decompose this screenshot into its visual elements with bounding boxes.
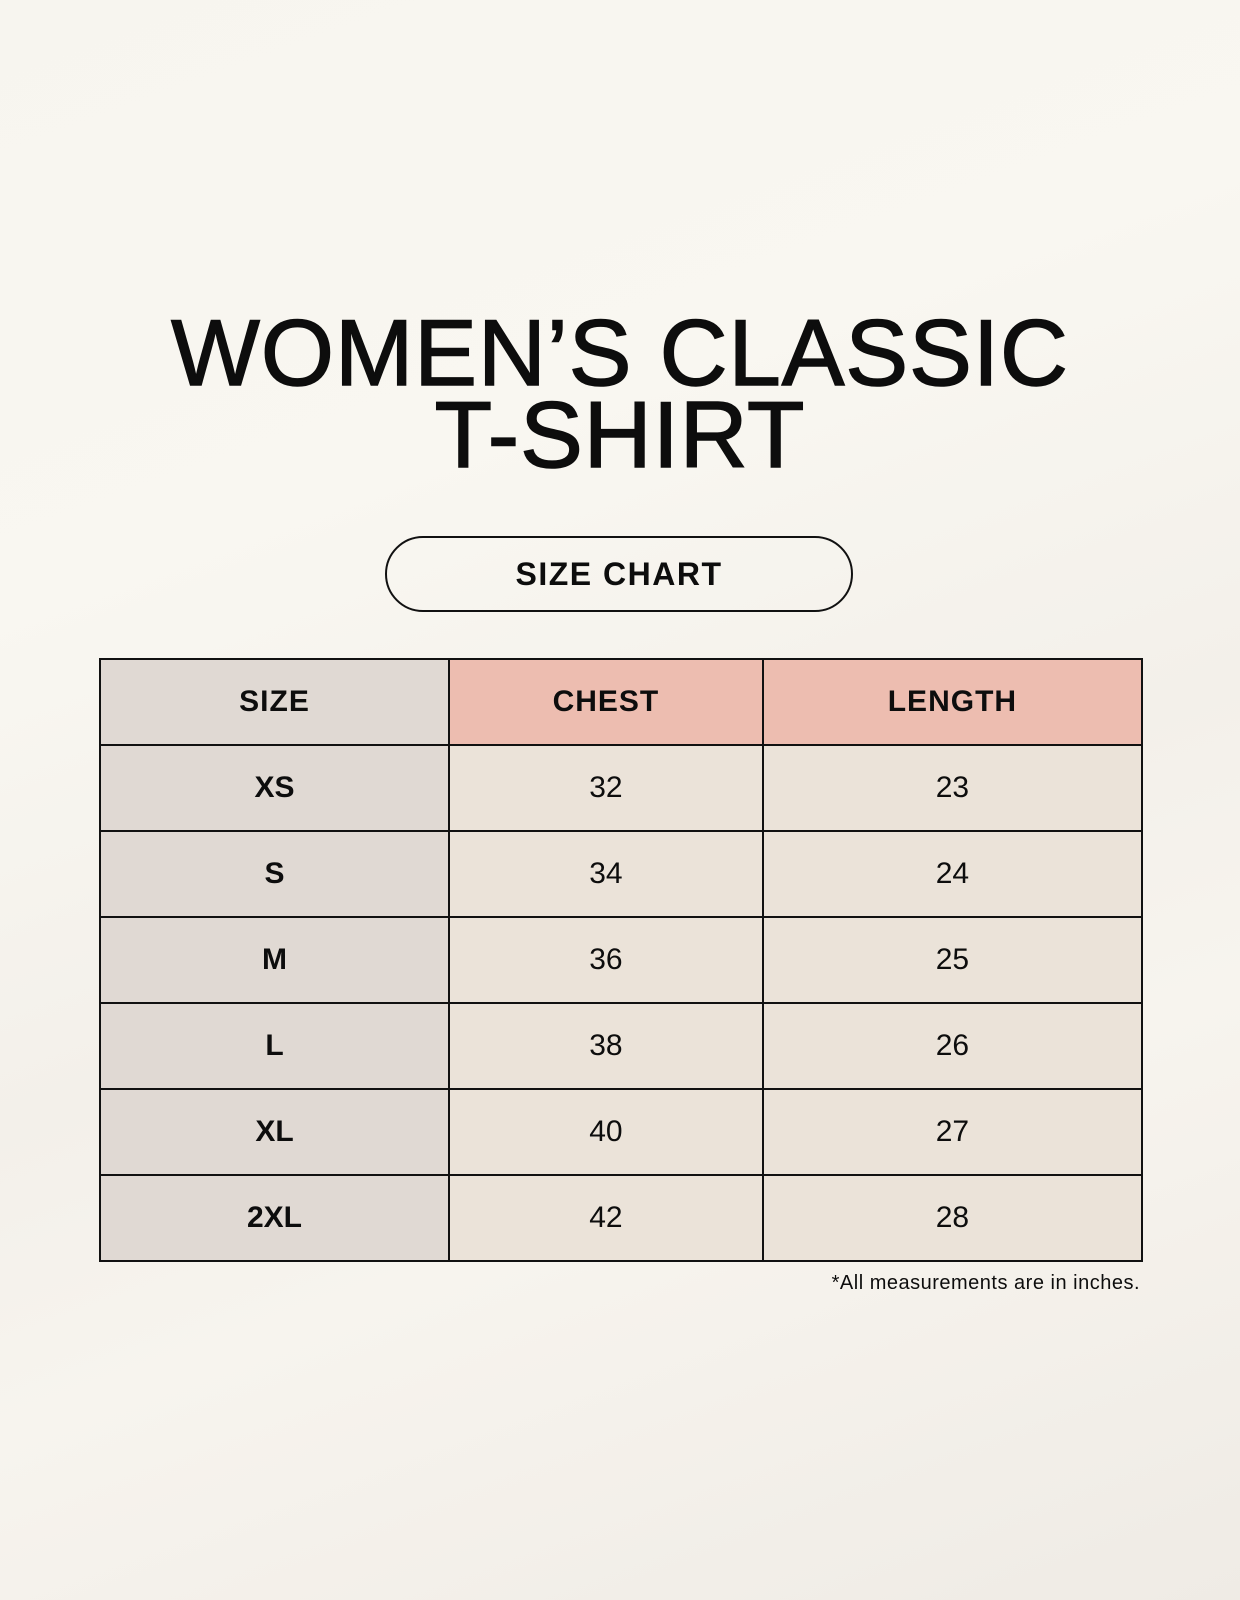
cell-chest: 36 [448, 916, 764, 1004]
header-length: LENGTH [761, 658, 1144, 746]
title-line-1: WOMEN’S CLASSIC [170, 300, 1069, 405]
table-row: 2XL 42 28 [99, 1174, 1144, 1262]
page-title: WOMEN’S CLASSIC T-SHIRT [0, 300, 1240, 487]
cell-length: 25 [761, 916, 1144, 1004]
cell-size: M [99, 916, 450, 1004]
title-line-2: T-SHIRT [434, 382, 806, 487]
cell-chest: 42 [448, 1174, 764, 1262]
footnote: *All measurements are in inches. [831, 1272, 1140, 1294]
cell-chest: 32 [448, 744, 764, 832]
cell-length: 27 [761, 1088, 1144, 1176]
cell-chest: 38 [448, 1002, 764, 1090]
cell-length: 28 [761, 1174, 1144, 1262]
cell-size: XS [99, 744, 450, 832]
table-row: M 36 25 [99, 916, 1144, 1004]
cell-chest: 34 [448, 830, 764, 918]
size-chart-badge: SIZE CHART [385, 536, 853, 612]
table-row: XS 32 23 [99, 744, 1144, 832]
header-size: SIZE [99, 658, 450, 746]
cell-length: 23 [761, 744, 1144, 832]
cell-length: 24 [761, 830, 1144, 918]
size-table: SIZE CHEST LENGTH XS 32 23 S 34 24 M 36 25 L 38 26 X… [99, 658, 1144, 1262]
cell-chest: 40 [448, 1088, 764, 1176]
header-chest: CHEST [448, 658, 764, 746]
cell-size: XL [99, 1088, 450, 1176]
table-row: L 38 26 [99, 1002, 1144, 1090]
table-row: XL 40 27 [99, 1088, 1144, 1176]
cell-length: 26 [761, 1002, 1144, 1090]
table-header-row: SIZE CHEST LENGTH [99, 658, 1144, 746]
cell-size: L [99, 1002, 450, 1090]
cell-size: 2XL [99, 1174, 450, 1262]
table-row: S 34 24 [99, 830, 1144, 918]
cell-size: S [99, 830, 450, 918]
